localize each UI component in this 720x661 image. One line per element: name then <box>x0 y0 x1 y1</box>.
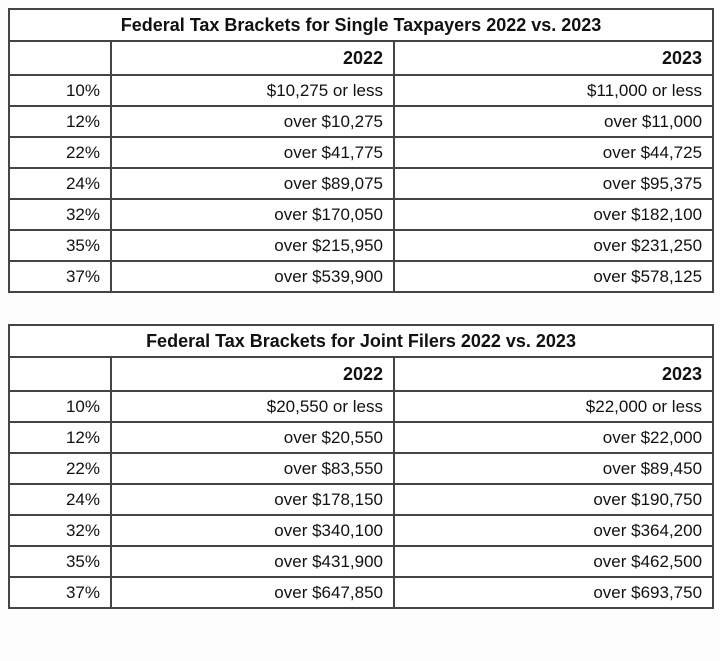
value-2022-cell: over $170,050 <box>110 198 395 231</box>
rate-cell: 10% <box>8 74 112 107</box>
rate-cell: 24% <box>8 167 112 200</box>
table-row: 10% $20,550 or less $22,000 or less <box>8 390 715 423</box>
value-2022-cell: over $178,150 <box>110 483 395 516</box>
table-row: 24% over $178,150 over $190,750 <box>8 483 715 516</box>
value-2022-cell: $10,275 or less <box>110 74 395 107</box>
page: Federal Tax Brackets for Single Taxpayer… <box>7 8 715 609</box>
rate-cell: 10% <box>8 390 112 423</box>
rate-cell: 24% <box>8 483 112 516</box>
value-2023-cell: over $22,000 <box>392 421 715 454</box>
rate-cell: 22% <box>8 136 112 169</box>
table-row: 35% over $215,950 over $231,250 <box>8 229 715 262</box>
single-taxpayers-table: Federal Tax Brackets for Single Taxpayer… <box>7 8 715 293</box>
table-row: 37% over $647,850 over $693,750 <box>8 576 715 609</box>
value-2023-cell: over $95,375 <box>392 167 715 200</box>
table-row: 24% over $89,075 over $95,375 <box>8 167 715 200</box>
rate-cell: 37% <box>8 576 112 609</box>
value-2023-cell: over $89,450 <box>392 452 715 485</box>
year-header-2023: 2023 <box>392 40 715 76</box>
value-2022-cell: $20,550 or less <box>110 390 395 423</box>
value-2022-cell: over $41,775 <box>110 136 395 169</box>
rate-cell: 12% <box>8 421 112 454</box>
table-row: 22% over $41,775 over $44,725 <box>8 136 715 169</box>
table-row: 37% over $539,900 over $578,125 <box>8 260 715 293</box>
table-row: 12% over $10,275 over $11,000 <box>8 105 715 138</box>
value-2023-cell: over $182,100 <box>392 198 715 231</box>
table-title: Federal Tax Brackets for Joint Filers 20… <box>7 324 715 358</box>
value-2022-cell: over $647,850 <box>110 576 395 609</box>
joint-filers-table: Federal Tax Brackets for Joint Filers 20… <box>7 324 715 609</box>
value-2023-cell: over $11,000 <box>392 105 715 138</box>
table-row: 12% over $20,550 over $22,000 <box>8 421 715 454</box>
rate-cell: 37% <box>8 260 112 293</box>
value-2023-cell: over $231,250 <box>392 229 715 262</box>
value-2022-cell: over $539,900 <box>110 260 395 293</box>
year-header-2022: 2022 <box>110 40 395 76</box>
value-2023-cell: $22,000 or less <box>392 390 715 423</box>
value-2023-cell: over $190,750 <box>392 483 715 516</box>
value-2023-cell: over $578,125 <box>392 260 715 293</box>
rate-cell: 35% <box>8 229 112 262</box>
table-row: 35% over $431,900 over $462,500 <box>8 545 715 578</box>
rate-cell: 32% <box>8 198 112 231</box>
column-header-row: 2022 2023 <box>8 40 715 76</box>
year-header-2022: 2022 <box>110 356 395 392</box>
rate-cell: 22% <box>8 452 112 485</box>
rate-column-header <box>8 40 112 76</box>
value-2023-cell: $11,000 or less <box>392 74 715 107</box>
column-header-row: 2022 2023 <box>8 356 715 392</box>
value-2023-cell: over $44,725 <box>392 136 715 169</box>
rate-cell: 32% <box>8 514 112 547</box>
value-2022-cell: over $83,550 <box>110 452 395 485</box>
table-title: Federal Tax Brackets for Single Taxpayer… <box>7 8 715 42</box>
table-row: 32% over $340,100 over $364,200 <box>8 514 715 547</box>
value-2023-cell: over $462,500 <box>392 545 715 578</box>
value-2022-cell: over $10,275 <box>110 105 395 138</box>
value-2022-cell: over $20,550 <box>110 421 395 454</box>
value-2022-cell: over $431,900 <box>110 545 395 578</box>
rate-column-header <box>8 356 112 392</box>
table-title-row: Federal Tax Brackets for Single Taxpayer… <box>7 8 715 42</box>
value-2022-cell: over $340,100 <box>110 514 395 547</box>
value-2023-cell: over $693,750 <box>392 576 715 609</box>
table-row: 22% over $83,550 over $89,450 <box>8 452 715 485</box>
table-row: 10% $10,275 or less $11,000 or less <box>8 74 715 107</box>
year-header-2023: 2023 <box>392 356 715 392</box>
rate-cell: 12% <box>8 105 112 138</box>
table-title-row: Federal Tax Brackets for Joint Filers 20… <box>7 324 715 358</box>
table-row: 32% over $170,050 over $182,100 <box>8 198 715 231</box>
rate-cell: 35% <box>8 545 112 578</box>
value-2023-cell: over $364,200 <box>392 514 715 547</box>
value-2022-cell: over $89,075 <box>110 167 395 200</box>
value-2022-cell: over $215,950 <box>110 229 395 262</box>
